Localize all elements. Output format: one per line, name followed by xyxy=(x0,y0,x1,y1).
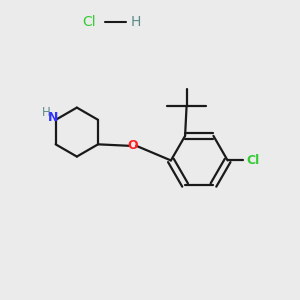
Text: N: N xyxy=(47,111,58,124)
Text: Cl: Cl xyxy=(247,154,260,167)
Text: Cl: Cl xyxy=(82,15,96,28)
Text: H: H xyxy=(130,15,141,28)
Text: H: H xyxy=(42,106,50,119)
Text: O: O xyxy=(127,139,138,152)
